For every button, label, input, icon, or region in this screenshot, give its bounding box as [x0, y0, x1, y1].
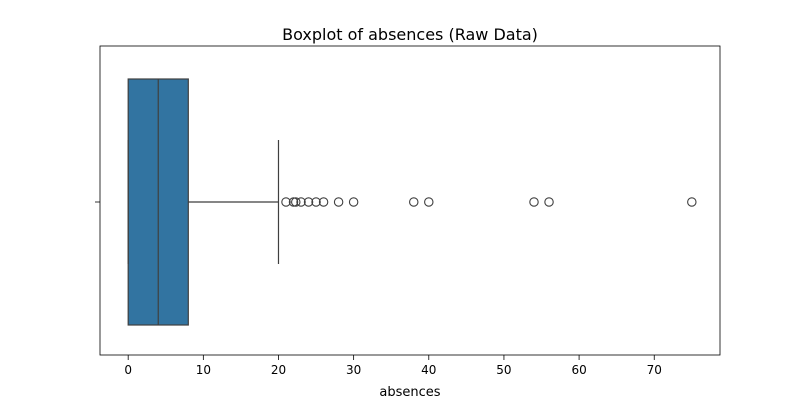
outlier-point: [296, 197, 306, 207]
marks-group: [127, 78, 697, 326]
x-tick-label: 0: [124, 363, 132, 377]
x-axis-label: absences: [379, 385, 440, 400]
outlier-point: [311, 197, 321, 207]
x-tick-label: 60: [571, 363, 586, 377]
plot-frame: [99, 45, 721, 356]
outlier-point: [409, 197, 419, 207]
outlier-point: [318, 197, 329, 207]
outlier-point: [348, 197, 359, 207]
x-axis: 0 10 20 30 40 50 60 70: [124, 355, 662, 377]
x-tick-label: 30: [346, 363, 361, 377]
outlier-point: [291, 197, 301, 207]
outlier-point: [288, 197, 299, 207]
x-tick-label: 20: [271, 363, 286, 377]
x-tick-label: 50: [496, 363, 511, 377]
outlier-point: [687, 197, 697, 207]
outlier-point: [333, 197, 344, 207]
x-tick-label: 40: [421, 363, 436, 377]
outlier-point: [544, 197, 554, 207]
outlier-point: [281, 197, 291, 207]
outlier-point: [529, 197, 539, 207]
x-tick-label: 70: [647, 363, 662, 377]
outlier-point: [303, 197, 314, 207]
chart-title: Boxplot of absences (Raw Data): [282, 25, 538, 44]
x-tick-label: 10: [196, 363, 211, 377]
outlier-point: [424, 197, 434, 207]
